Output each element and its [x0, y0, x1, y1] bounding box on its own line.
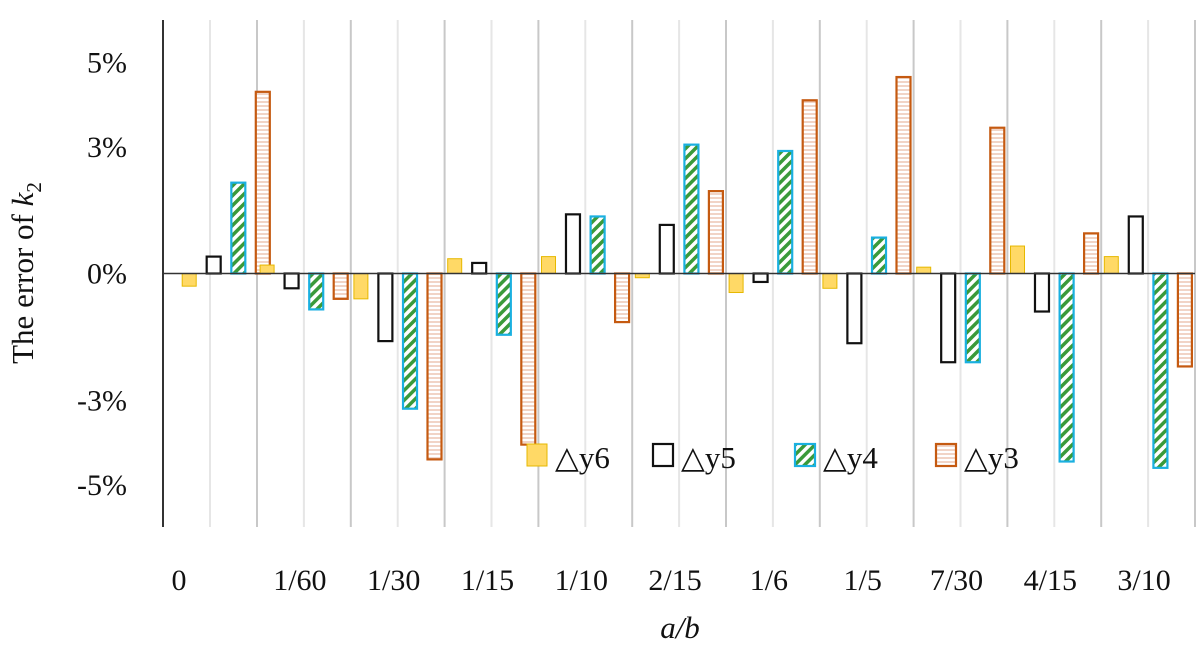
legend: △y6 △y5 △y4 △y3 — [526, 440, 1019, 475]
x-tick-label: 7/30 — [930, 564, 983, 597]
bar — [520, 272, 537, 446]
bar — [205, 255, 222, 275]
bar — [989, 126, 1006, 275]
bar — [181, 273, 197, 287]
bar — [353, 273, 369, 300]
bar — [1152, 272, 1169, 469]
bar — [377, 272, 394, 343]
bar — [332, 272, 349, 300]
bar — [1103, 256, 1119, 275]
x-tick-label: 1/10 — [555, 564, 608, 597]
y-axis-title: The error of k2 — [5, 182, 46, 364]
labels-layer: 5% 3% 0% -3% -5% 0 1/60 1/30 1/15 1/10 2/15 1/6 1/5 7… — [5, 46, 1171, 645]
bar — [707, 190, 725, 275]
x-tick-label: 1/60 — [273, 564, 326, 597]
x-tick-label: 1/5 — [844, 564, 882, 597]
bar — [1010, 245, 1025, 275]
bar — [541, 256, 556, 275]
legend-swatch — [934, 442, 958, 468]
axes-layer — [162, 20, 1195, 527]
bar — [589, 215, 606, 275]
bar — [283, 272, 300, 290]
legend-label: △y5 — [681, 440, 736, 475]
x-tick-label: 1/30 — [367, 564, 420, 597]
x-tick-label: 1/6 — [750, 564, 788, 597]
x-tick-label: 0 — [172, 564, 187, 597]
x-tick-label: 4/15 — [1024, 564, 1077, 597]
bar — [728, 273, 744, 294]
bar — [752, 272, 769, 284]
bar — [447, 258, 463, 274]
x-axis-title: a/b — [660, 610, 700, 645]
x-tick-label: 2/15 — [648, 564, 701, 597]
y-tick-label: -5% — [77, 469, 127, 502]
bar — [259, 264, 275, 274]
bar — [870, 236, 888, 275]
bar — [964, 272, 981, 364]
legend-swatch — [793, 442, 817, 468]
legend-label: △y3 — [964, 440, 1019, 475]
y-tick-label: 3% — [87, 131, 127, 164]
y-tick-label: 5% — [87, 46, 127, 79]
bar — [683, 143, 700, 275]
bar — [308, 272, 325, 311]
bar — [1082, 232, 1100, 275]
bar — [1033, 272, 1051, 313]
bar — [495, 272, 512, 336]
bar — [777, 149, 794, 275]
bar — [401, 272, 419, 410]
x-tick-label: 1/15 — [461, 564, 514, 597]
legend-label: △y4 — [823, 440, 878, 475]
bar — [846, 272, 863, 345]
bar — [613, 272, 631, 324]
bar — [1176, 272, 1194, 368]
bar — [822, 273, 838, 289]
bar — [916, 266, 932, 275]
bars-layer — [181, 75, 1194, 469]
legend-label: △y6 — [555, 440, 610, 475]
bar — [940, 272, 957, 364]
bar — [895, 75, 912, 275]
legend-swatch — [526, 443, 548, 467]
bar — [658, 223, 675, 275]
bar — [1127, 215, 1144, 275]
bar — [230, 181, 247, 275]
y-tick-label: -3% — [77, 384, 127, 417]
bar — [801, 99, 818, 275]
bar — [564, 213, 582, 275]
bar — [254, 90, 271, 275]
x-tick-label: 3/10 — [1117, 564, 1170, 597]
legend-swatch — [651, 442, 675, 468]
y-tick-label: 0% — [87, 258, 127, 291]
bar — [426, 272, 443, 461]
bar — [1058, 272, 1075, 463]
bar — [471, 261, 488, 275]
